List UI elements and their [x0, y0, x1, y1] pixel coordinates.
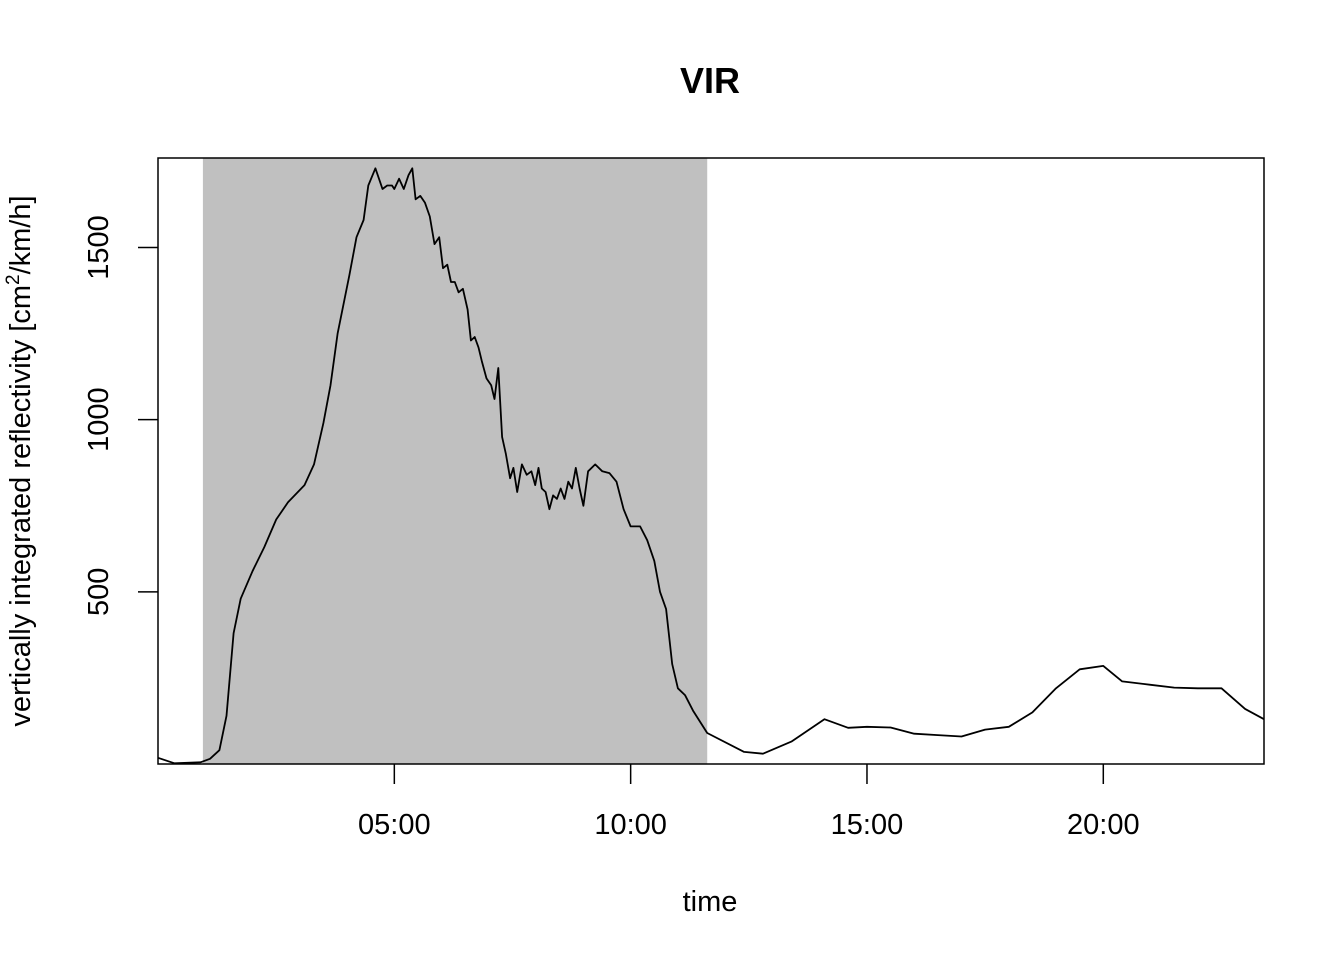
y-axis-label: vertically integrated reflectivity [cm2/… — [3, 195, 37, 726]
x-tick-label: 05:00 — [358, 809, 431, 841]
y-axis: 500 1000 1500 — [83, 215, 158, 616]
chart-title: VIR — [680, 60, 740, 101]
y-tick-label: 1500 — [83, 215, 115, 280]
series-layer — [157, 167, 1265, 765]
x-axis: 05:00 10:00 15:00 20:00 — [358, 764, 1140, 841]
plot-frame — [157, 157, 1265, 765]
series-line-0 — [157, 167, 1265, 765]
y-tick-label: 1000 — [83, 387, 115, 452]
y-axis-label-tail: /km/h] — [5, 195, 37, 274]
y-axis-label-superscript: 2 — [3, 274, 24, 285]
highlighted-period — [202, 158, 708, 764]
x-tick-label: 20:00 — [1067, 809, 1140, 841]
x-tick-label: 15:00 — [831, 809, 904, 841]
x-tick-label: 10:00 — [594, 809, 667, 841]
x-axis-label: time — [683, 886, 738, 918]
y-axis-label-main: vertically integrated reflectivity [cm — [5, 285, 37, 727]
y-tick-label: 500 — [83, 568, 115, 616]
